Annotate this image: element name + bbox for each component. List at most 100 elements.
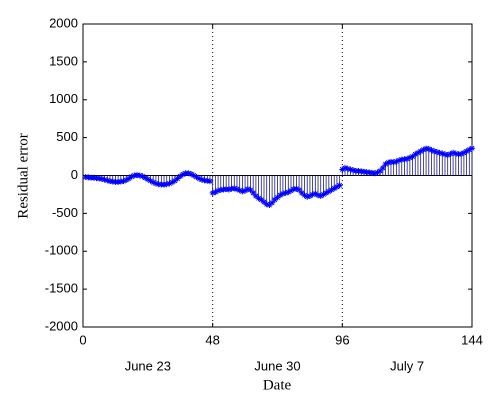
stem-marker: [171, 177, 178, 184]
stem-marker: [304, 193, 311, 200]
stem-marker: [296, 186, 303, 193]
stem-marker: [436, 149, 443, 156]
y-tick-label: 1500: [49, 53, 78, 68]
stem-marker: [342, 164, 349, 171]
stem-marker: [177, 173, 184, 180]
y-tick-label: -500: [52, 205, 78, 220]
stem-marker: [101, 176, 108, 183]
stem-marker: [142, 174, 149, 181]
stem-marker: [136, 172, 143, 179]
stem-marker: [123, 177, 130, 184]
stem-marker: [233, 186, 240, 193]
date-label: July 7: [390, 358, 424, 373]
stem-marker: [414, 149, 421, 156]
stem-marker: [288, 187, 295, 194]
stem-marker: [439, 150, 446, 157]
stem-marker: [271, 196, 278, 203]
stem-marker: [104, 177, 111, 184]
date-label: June 23: [125, 358, 171, 373]
stem-marker: [344, 165, 351, 172]
stem-marker: [206, 178, 213, 185]
date-label: June 30: [254, 358, 300, 373]
stem-marker: [196, 175, 203, 182]
x-axis-label: Date: [263, 377, 292, 393]
stem-marker: [447, 150, 454, 157]
stem-marker: [244, 186, 251, 193]
stem-marker: [306, 192, 313, 199]
stem-marker: [239, 188, 246, 195]
stem-marker: [185, 170, 192, 177]
stem-marker: [379, 164, 386, 171]
x-tick-label: 48: [205, 332, 219, 347]
stem-marker: [312, 190, 319, 197]
stem-marker: [444, 152, 451, 159]
stem-marker: [225, 186, 232, 193]
y-axis-label: Residual error: [15, 133, 31, 218]
stem-marker: [374, 169, 381, 176]
x-tick-label: 96: [335, 332, 349, 347]
stem-marker: [328, 186, 335, 193]
stem-marker: [463, 148, 470, 155]
stem-marker: [466, 146, 473, 153]
stem-marker: [331, 185, 338, 192]
stem-marker: [231, 185, 238, 192]
stem-marker: [166, 180, 173, 187]
stem-marker: [215, 187, 222, 194]
stem-marker: [339, 166, 346, 173]
stem-marker: [188, 170, 195, 177]
stem-marker: [431, 148, 438, 155]
stem-marker: [441, 151, 448, 158]
stem-marker: [450, 149, 457, 156]
stem-marker: [323, 189, 330, 196]
stem-marker: [469, 145, 475, 152]
stem-marker: [425, 145, 432, 152]
stem-marker: [315, 192, 322, 199]
stem-marker: [247, 186, 254, 193]
stem-marker: [190, 172, 197, 179]
stem-marker: [163, 181, 170, 188]
x-tick-label: 0: [79, 332, 86, 347]
stem-marker: [428, 147, 435, 154]
stem-marker: [258, 196, 265, 203]
stem-marker: [406, 154, 413, 161]
stem-marker: [266, 202, 273, 209]
stem-marker: [260, 199, 267, 206]
stem-marker: [263, 201, 270, 208]
stem-marker: [298, 189, 305, 196]
stem-marker: [336, 182, 343, 189]
stem-marker: [320, 191, 327, 198]
stem-marker: [150, 179, 157, 186]
stem-marker: [458, 150, 465, 157]
stem-marker: [420, 146, 427, 153]
stem-marker: [417, 148, 424, 155]
stem-marker: [317, 192, 324, 199]
stem-marker: [198, 176, 205, 183]
stem-marker: [282, 189, 289, 196]
stem-marker: [277, 192, 284, 199]
stem-marker: [350, 167, 357, 174]
stem-marker: [98, 175, 105, 182]
stem-marker: [309, 191, 316, 198]
stem-marker: [390, 159, 397, 166]
stem-marker: [147, 177, 154, 184]
x-tick-label: 144: [461, 332, 483, 347]
stem-marker: [152, 180, 159, 187]
y-tick-label: 0: [71, 167, 78, 182]
stem-marker: [128, 173, 135, 180]
stem-marker: [242, 187, 249, 194]
stem-marker: [412, 151, 419, 158]
y-tick-label: -1000: [45, 243, 78, 258]
stem-marker: [293, 185, 300, 192]
y-tick-label: -2000: [45, 318, 78, 333]
stem-marker: [269, 199, 276, 206]
stem-marker: [433, 149, 440, 156]
stem-marker: [120, 178, 127, 185]
stem-marker: [285, 189, 292, 196]
stem-marker: [301, 192, 308, 199]
stem-marker: [139, 173, 146, 180]
stem-marker: [174, 175, 181, 182]
stem-marker: [385, 159, 392, 166]
stem-marker: [125, 175, 132, 182]
stem-marker: [393, 158, 400, 165]
